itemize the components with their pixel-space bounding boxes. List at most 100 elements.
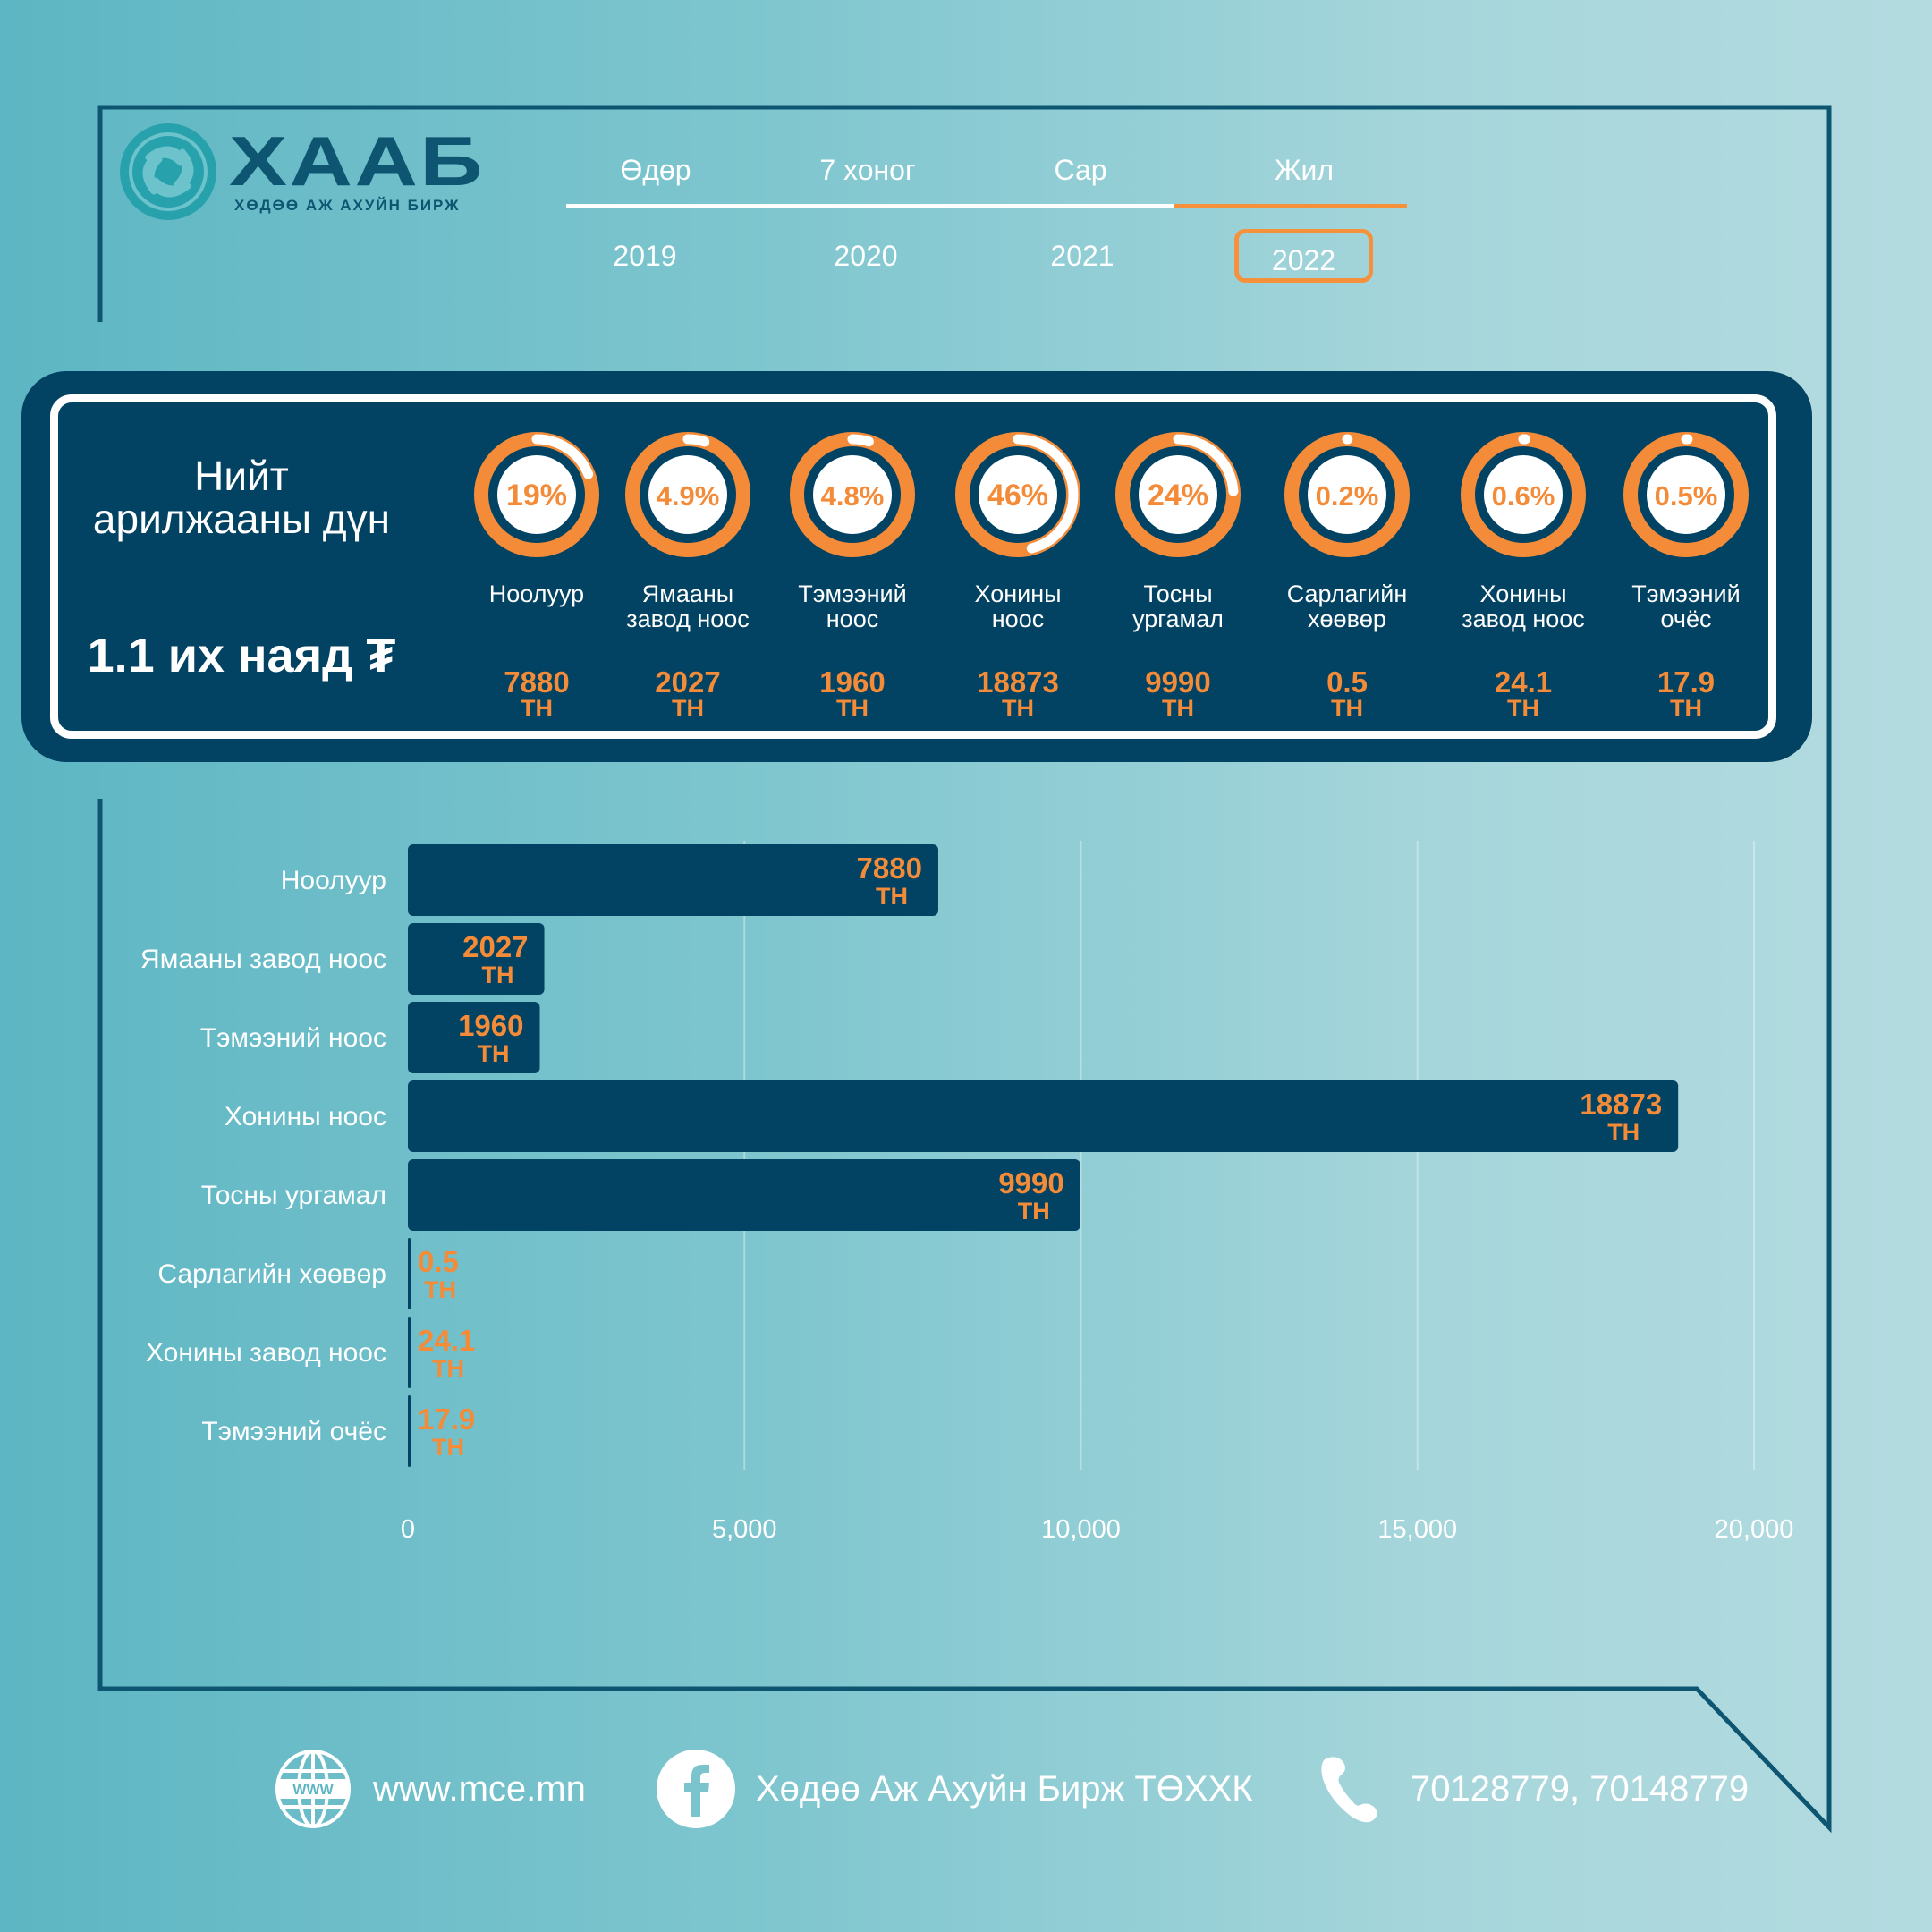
bar-value-label: 0.5 xyxy=(418,1245,459,1278)
donut-percent: 46% xyxy=(987,479,1048,513)
period-tabs: Өдөр 7 хоног Сар Жил xyxy=(566,154,1407,208)
donut-label: Тэмээний ноос xyxy=(798,580,907,632)
donut-center xyxy=(1139,455,1217,534)
x-tick-label: 0 xyxy=(401,1515,415,1544)
bar-value-label: 1960 xyxy=(458,1009,523,1042)
donut-center xyxy=(648,455,727,534)
bar-unit-label: ТН xyxy=(432,1355,464,1382)
tab-underline-active xyxy=(1174,204,1407,208)
x-tick-label: 15,000 xyxy=(1377,1515,1457,1544)
donut-percent: 4.8% xyxy=(821,480,885,512)
logo[interactable]: ХААБ ХӨДӨӨ АЖ АХУЙН БИРЖ xyxy=(118,122,482,222)
tab-underline-inactive xyxy=(566,204,1174,208)
donut-item: 24% Тосны ургамал 9990 ТН xyxy=(1097,428,1258,721)
category-label: Ноолуур xyxy=(281,866,386,895)
donut-chart: 19% xyxy=(474,432,599,557)
bar-value-label: 9990 xyxy=(998,1166,1063,1199)
total-title-line2: арилжааны дүн xyxy=(92,496,391,542)
donut-center xyxy=(497,455,576,534)
bar xyxy=(408,1395,411,1467)
phone-icon xyxy=(1321,1757,1377,1823)
donut-center xyxy=(1308,455,1386,534)
donut-value: 9990 xyxy=(1145,665,1211,699)
year-2022[interactable]: 2022 xyxy=(1234,229,1373,283)
category-label: Тосны ургамал xyxy=(201,1181,386,1210)
logo-title: ХААБ xyxy=(229,122,485,200)
bar-unit-label: ТН xyxy=(1018,1198,1050,1224)
donut-share-arc xyxy=(1462,434,1584,555)
bar-value-label: 18873 xyxy=(1580,1088,1662,1121)
donut-share-arc xyxy=(627,434,749,555)
donut-percent: 4.9% xyxy=(657,480,720,512)
donut-unit: ТН xyxy=(1331,695,1363,722)
year-2020[interactable]: 2020 xyxy=(834,240,898,272)
donut-unit: ТН xyxy=(1162,695,1194,722)
donut-label: Хонины ноос xyxy=(974,580,1062,632)
tab-day[interactable]: Өдөр xyxy=(620,154,691,186)
total-title-line1: Нийт xyxy=(194,453,289,499)
facebook-icon xyxy=(657,1750,735,1828)
svg-text:WWW: WWW xyxy=(292,1783,334,1798)
donut-center xyxy=(979,455,1057,534)
tab-week[interactable]: 7 хоног xyxy=(819,154,916,186)
donut-label: Ямааны завод ноос xyxy=(626,580,750,632)
bar xyxy=(408,844,938,916)
donut-item: 4.8% Тэмээний ноос 1960 ТН xyxy=(772,428,933,721)
donut-label: Сарлагийн хөөвөр xyxy=(1286,580,1408,632)
donut-item: 0.2% Сарлагийн хөөвөр 0.5 ТН xyxy=(1267,428,1428,721)
bar-unit-label: ТН xyxy=(477,1040,509,1067)
donut-value: 2027 xyxy=(655,665,721,699)
donut-share-arc xyxy=(1286,434,1408,555)
donut-share-arc xyxy=(1625,434,1747,555)
bar-unit-label: ТН xyxy=(876,883,908,910)
donut-value: 18873 xyxy=(977,665,1059,699)
bar-value-label: 24.1 xyxy=(418,1324,475,1357)
donut-center xyxy=(813,455,892,534)
bar-value-label: 7880 xyxy=(857,852,922,885)
donut-unit: ТН xyxy=(672,695,704,722)
logo-subtitle: ХӨДӨӨ АЖ АХУЙН БИРЖ xyxy=(234,197,461,214)
donut-chart: 4.9% xyxy=(625,432,750,557)
donut-unit: ТН xyxy=(1670,695,1702,722)
footer-facebook[interactable]: Хөдөө Аж Ахуйн Бирж ТӨХХК xyxy=(656,1749,1253,1829)
donut-share-arc xyxy=(1117,434,1239,555)
donut-value: 24.1 xyxy=(1494,665,1553,699)
bar-unit-label: ТН xyxy=(1607,1119,1640,1146)
donut-item: 0.6% Хонины завод ноос 24.1 ТН xyxy=(1443,428,1604,721)
year-2019[interactable]: 2019 xyxy=(613,240,677,272)
bar-unit-label: ТН xyxy=(424,1276,456,1303)
facebook-text: Хөдөө Аж Ахуйн Бирж ТӨХХК xyxy=(756,1768,1253,1809)
donut-unit: ТН xyxy=(836,695,869,722)
donut-chart: 46% xyxy=(955,432,1080,557)
donut-item: 46% Хонины ноос 18873 ТН xyxy=(937,428,1098,721)
year-selector: 2019 2020 2021 2022 xyxy=(566,229,1407,297)
website-text: www.mce.mn xyxy=(373,1768,586,1809)
category-label: Сарлагийн хөөвөр xyxy=(157,1259,386,1289)
donut-label: Хонины завод ноос xyxy=(1462,580,1585,632)
donut-value: 0.5 xyxy=(1326,665,1368,699)
tab-month[interactable]: Сар xyxy=(1054,154,1107,186)
footer-phone[interactable]: 70128779, 70148779 xyxy=(1310,1749,1749,1829)
category-label: Ямааны завод ноос xyxy=(140,945,386,974)
donut-percent: 0.6% xyxy=(1492,480,1555,512)
bar xyxy=(408,1159,1080,1231)
donut-chart: 0.2% xyxy=(1284,432,1410,557)
footer-website[interactable]: WWW www.mce.mn xyxy=(273,1749,586,1829)
year-2021[interactable]: 2021 xyxy=(1050,240,1114,272)
bar-unit-label: ТН xyxy=(432,1434,464,1461)
donut-share-arc xyxy=(792,434,913,555)
bar xyxy=(408,1317,411,1388)
donut-percent: 19% xyxy=(506,479,567,513)
donut-chart: 0.5% xyxy=(1623,432,1749,557)
donut-label: Тосны ургамал xyxy=(1132,580,1224,632)
donut-percent: 0.2% xyxy=(1316,480,1379,512)
donut-center xyxy=(1647,455,1725,534)
bar-value-label: 17.9 xyxy=(418,1402,475,1436)
donut-percent: 24% xyxy=(1148,479,1208,513)
tab-year[interactable]: Жил xyxy=(1274,154,1335,186)
bar-unit-label: ТН xyxy=(482,962,514,988)
bar xyxy=(408,923,545,995)
donut-value: 17.9 xyxy=(1657,665,1716,699)
summary-panel-border xyxy=(50,394,1776,739)
